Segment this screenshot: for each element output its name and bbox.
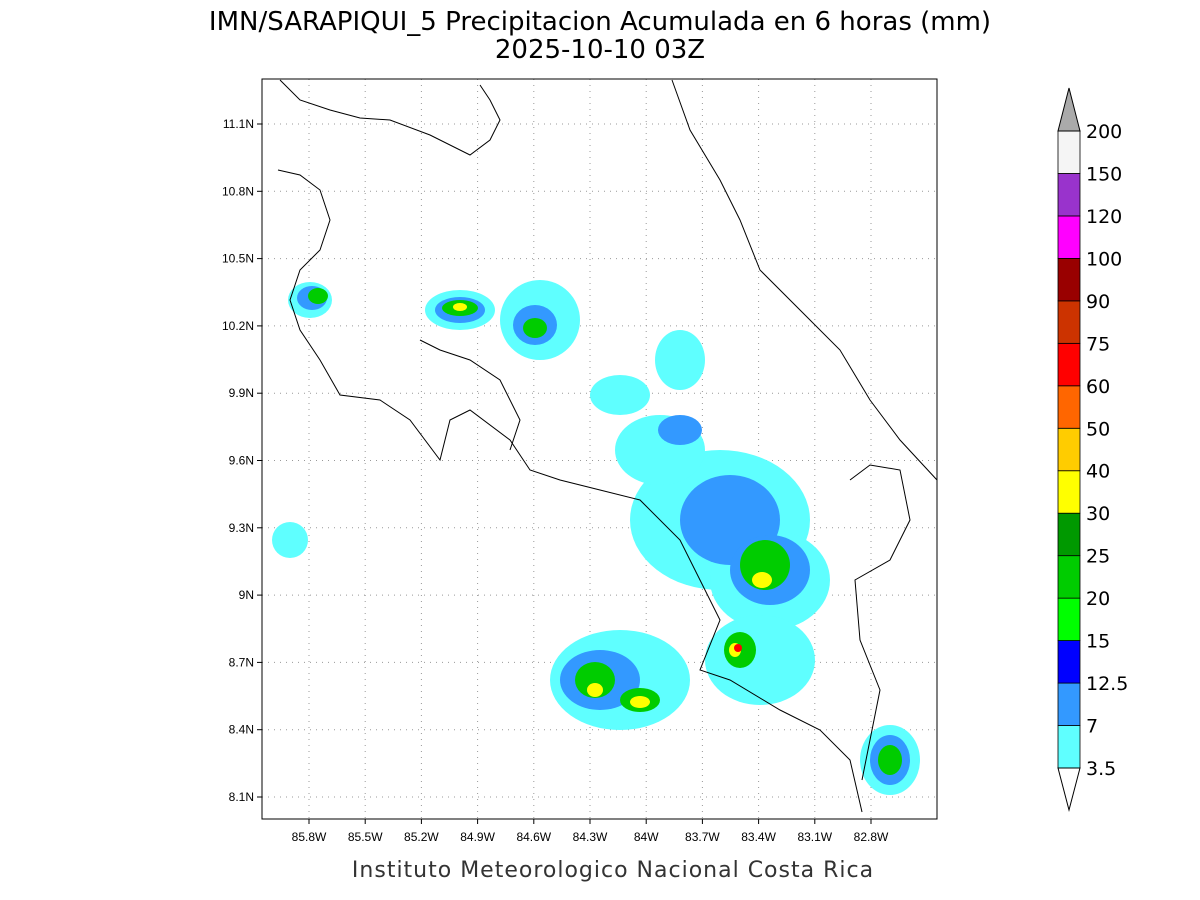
lon-label: 84W: [634, 830, 659, 844]
lon-label: 84.9W: [460, 830, 495, 844]
colorbar-label: 7: [1086, 716, 1098, 738]
lat-label: 11.1N: [223, 117, 254, 131]
colorbar-label: 100: [1086, 248, 1122, 270]
title: IMN/SARAPIQUI_5 Precipitacion Acumulada …: [209, 7, 991, 37]
lat-label: 10.5N: [222, 252, 254, 266]
colorbar-label: 20: [1086, 588, 1110, 610]
lat-label: 10.8N: [222, 184, 254, 198]
lat-label: 8.4N: [229, 723, 254, 737]
lat-label: 8.1N: [229, 790, 254, 804]
colorbar-segment: [1057, 427, 1081, 472]
lon-label: 84.3W: [573, 830, 608, 844]
colorbar-segment: [1057, 215, 1081, 259]
lat-label: 8.7N: [229, 655, 254, 669]
credit: Instituto Meteorologico Nacional Costa R…: [352, 858, 874, 883]
colorbar-label: 40: [1086, 461, 1110, 483]
lon-label: 85.8W: [292, 830, 327, 844]
colorbar-segment: [1057, 555, 1081, 599]
lon-label: 83.1W: [797, 830, 832, 844]
lat-label: 10.2N: [222, 319, 254, 333]
colorbar-segment: [1057, 640, 1081, 684]
colorbar-label: 25: [1086, 546, 1110, 568]
colorbar-label: 120: [1086, 206, 1122, 228]
colorbar-label: 50: [1086, 418, 1110, 440]
colorbar-segment: [1057, 130, 1081, 174]
colorbar-over: [1057, 87, 1081, 132]
lon-label: 83.4W: [741, 830, 776, 844]
subtitle: 2025-10-10 03Z: [495, 35, 705, 65]
lon-label: 85.5W: [348, 830, 383, 844]
colorbar-label: 200: [1086, 121, 1122, 143]
colorbar-label: 12.5: [1086, 673, 1128, 695]
colorbar-label: 3.5: [1086, 758, 1116, 780]
colorbar-label: 90: [1086, 291, 1110, 313]
colorbar-under: [1057, 767, 1081, 812]
colorbar-segment: [1057, 300, 1081, 344]
lon-label: 82.8W: [854, 830, 889, 844]
colorbar-segment: [1057, 725, 1081, 769]
colorbar-segment: [1057, 682, 1081, 726]
colorbar-label: 60: [1086, 376, 1110, 398]
lon-label: 84.6W: [516, 830, 551, 844]
map-frame: [261, 78, 938, 820]
colorbar-label: 30: [1086, 503, 1110, 525]
colorbar-segment: [1057, 257, 1081, 302]
coastline: [277, 79, 938, 813]
colorbar: 3.5 7 12.5 15 20 25 30 40 50 60 75 90 100 120 150 200: [1057, 87, 1128, 812]
lat-label: 9N: [239, 588, 254, 602]
colorbar-segment: [1057, 173, 1081, 217]
precipitation-field: [272, 280, 920, 795]
colorbar-segment: [1057, 385, 1081, 429]
graticule: 85.8W 85.5W 85.2W 84.9W 84.6W 84.3W 84W 83.7W 83…: [222, 79, 937, 844]
colorbar-segment: [1057, 512, 1081, 557]
lon-label: 85.2W: [404, 830, 439, 844]
colorbar-segment: [1057, 342, 1081, 387]
lon-label: 83.7W: [685, 830, 720, 844]
lat-label: 9.6N: [229, 454, 254, 468]
colorbar-label: 15: [1086, 631, 1110, 653]
lat-label: 9.9N: [229, 386, 254, 400]
lat-label: 9.3N: [229, 521, 254, 535]
colorbar-segment: [1057, 470, 1081, 514]
colorbar-segment: [1057, 597, 1081, 642]
colorbar-label: 150: [1086, 163, 1122, 185]
colorbar-label: 75: [1086, 333, 1110, 355]
